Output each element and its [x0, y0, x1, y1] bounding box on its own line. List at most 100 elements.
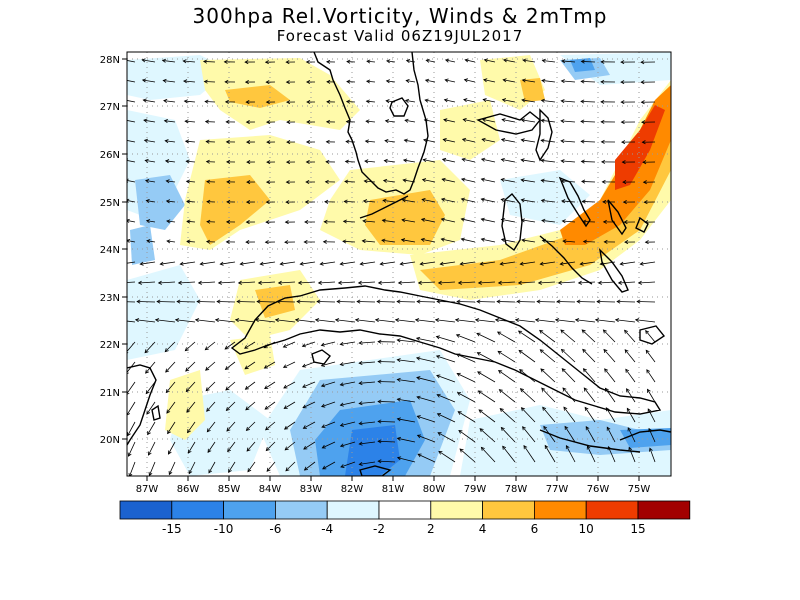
wind-arrow-head	[500, 426, 505, 431]
wind-arrow-head	[600, 139, 605, 144]
wind-arrow-shaft	[400, 261, 416, 265]
wind-arrow-head	[440, 217, 445, 222]
wind-arrow-head	[624, 349, 629, 354]
wind-arrow-shaft	[498, 370, 516, 383]
wind-arrow-head	[216, 299, 221, 304]
wind-arrow-shaft	[358, 281, 376, 284]
wind-arrow-shaft	[195, 319, 216, 323]
wind-arrow-head	[286, 140, 291, 145]
colorbar-swatch	[119, 500, 173, 520]
wind-arrow-shaft	[244, 361, 256, 370]
wind-arrow-shaft	[378, 281, 396, 284]
wind-arrow-head	[396, 338, 401, 343]
wind-arrow-head	[145, 219, 151, 224]
wind-arrow-shaft	[158, 281, 176, 284]
wind-arrow-head	[498, 389, 503, 393]
wind-arrow-head	[127, 372, 129, 375]
wind-arrow-head	[540, 98, 545, 103]
wind-arrow-head	[560, 79, 565, 84]
wind-arrow-head	[561, 368, 566, 373]
wind-arrow-head	[164, 139, 169, 144]
wind-arrow-shaft	[320, 261, 336, 265]
wind-arrow-head	[245, 100, 250, 105]
colorbar-label: 6	[531, 522, 539, 536]
wind-arrow-head	[501, 98, 507, 103]
wind-arrow-head	[279, 261, 284, 266]
wind-arrow-shaft	[244, 341, 256, 349]
wind-arrow-head	[646, 369, 651, 374]
wind-arrow-shaft	[302, 341, 316, 347]
wind-arrow-head	[584, 406, 589, 411]
cuba-east	[539, 429, 641, 453]
wind-arrow-shaft	[458, 430, 476, 443]
wind-arrow-head	[326, 99, 331, 104]
wind-arrow-head	[500, 157, 505, 162]
wind-arrow-head	[560, 348, 565, 353]
wind-arrow-head	[206, 199, 211, 204]
wind-arrow-head	[234, 318, 240, 323]
wind-arrow-head	[127, 452, 132, 457]
wind-arrow-head	[127, 238, 131, 243]
wind-arrow-head	[620, 120, 625, 125]
wind-arrow-head	[376, 299, 381, 304]
wind-arrow-head	[642, 160, 647, 165]
wind-arrow-head	[560, 119, 565, 124]
wind-arrow-head	[362, 219, 367, 224]
lat-label: 27N	[100, 102, 120, 113]
wind-arrow-shaft	[497, 351, 516, 363]
wind-arrow-head	[285, 180, 290, 185]
wind-arrow-shaft	[164, 120, 176, 123]
wind-arrow-head	[416, 299, 421, 304]
wind-arrow-shaft	[303, 421, 316, 429]
wind-arrow-shaft	[625, 369, 636, 383]
wind-arrow-head	[456, 353, 461, 358]
wind-arrow-head	[416, 395, 421, 400]
wind-arrow-shaft	[424, 119, 436, 123]
wind-arrow-head	[382, 178, 388, 183]
wind-arrow-head	[443, 98, 449, 103]
wind-arrow-shaft	[541, 119, 556, 123]
wind-arrow-head	[377, 399, 382, 404]
wind-arrow-shaft	[606, 427, 616, 443]
wind-arrow-shaft	[458, 281, 476, 284]
florida-keys	[359, 195, 409, 219]
wind-arrow-shaft	[378, 401, 396, 403]
wind-arrow-shaft	[322, 461, 336, 470]
wind-arrow-shaft	[498, 281, 516, 284]
wind-arrow-shaft	[598, 281, 616, 284]
wind-arrow-shaft	[581, 181, 596, 183]
wind-arrow-shaft	[245, 381, 256, 390]
wind-arrow-head	[437, 280, 442, 285]
wind-arrow-shaft	[344, 181, 356, 183]
wind-arrow-shaft	[521, 407, 536, 423]
wind-arrow-head	[239, 261, 244, 266]
wind-arrow-shaft	[246, 441, 256, 452]
wind-arrow-shaft	[183, 60, 196, 63]
wind-arrow-head	[516, 299, 521, 304]
wind-arrow-shaft	[405, 119, 416, 123]
wind-arrow-shaft	[397, 418, 416, 423]
wind-arrow-head	[303, 445, 308, 450]
wind-arrow-shaft	[162, 60, 176, 63]
wind-arrow-head	[517, 330, 523, 335]
wind-arrow-head	[482, 98, 487, 103]
wind-arrow-shaft	[607, 446, 616, 463]
wind-arrow-shaft	[435, 319, 456, 323]
latitude-labels: 28N 27N 26N 25N 24N 23N 22N 21N 20N	[100, 55, 120, 446]
wind-arrow-head	[358, 421, 363, 426]
wind-arrow-shaft	[284, 441, 296, 451]
wind-arrow-head	[345, 99, 351, 104]
wind-arrow-head	[603, 239, 608, 244]
wind-arrow-head	[415, 336, 421, 341]
wind-arrow-shaft	[603, 329, 616, 343]
wind-arrow-shaft	[541, 387, 556, 403]
wind-arrow-head	[259, 261, 264, 266]
wind-arrow-head	[401, 218, 406, 223]
wind-arrow-head	[185, 159, 190, 164]
wind-arrow-head	[224, 345, 229, 350]
wind-arrow-shaft	[302, 361, 316, 368]
wind-arrow-shaft	[265, 421, 276, 431]
wind-arrow-head	[541, 218, 546, 223]
wind-arrow-head	[620, 60, 625, 65]
wind-arrow-head	[460, 217, 465, 222]
